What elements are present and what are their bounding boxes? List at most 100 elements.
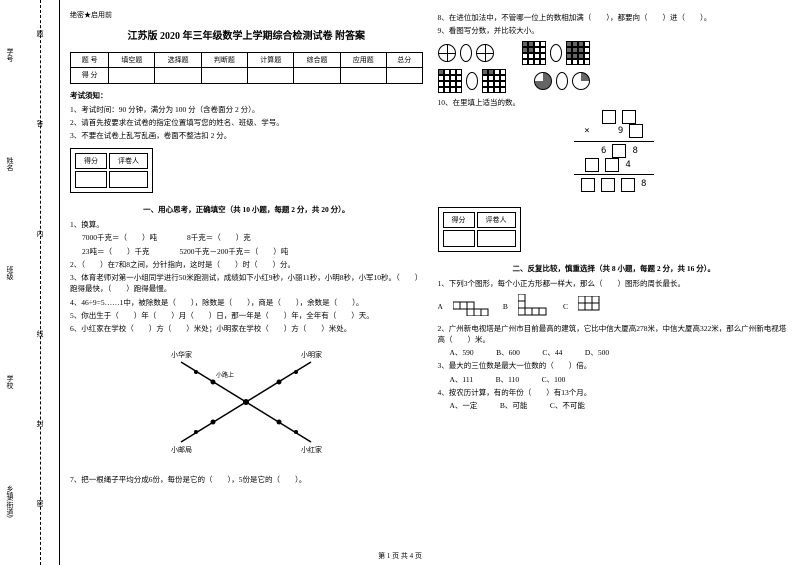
shape-c-icon — [578, 296, 603, 316]
mult-op: × — [584, 124, 589, 138]
th-4: 计算题 — [248, 52, 294, 68]
digit-box — [581, 178, 595, 192]
sb2-c2: 评卷人 — [477, 212, 516, 229]
th-1: 填空题 — [109, 52, 155, 68]
circle-icon — [476, 44, 494, 62]
th-2: 选择题 — [155, 52, 201, 68]
th-7: 总分 — [386, 52, 422, 68]
ellipse-icon — [556, 72, 568, 90]
sidebar-xingming: 姓名 — [5, 152, 15, 176]
right-column: 8、在进位加法中，不管哪一位上的数相加满（ ），都要向（ ）进（ ）。 9、看图… — [438, 10, 791, 555]
sb2-c1: 得分 — [443, 212, 475, 229]
opt-b: B — [503, 301, 508, 312]
d-6: 6 — [601, 144, 606, 158]
s2q3: 3、最大的三位数是最大一位数的（ ）倍。 — [438, 360, 791, 371]
tr-0: 得 分 — [71, 68, 109, 84]
svg-text:小红家: 小红家 — [301, 445, 322, 454]
dash-ti: 题 — [35, 30, 45, 37]
q2: 2、（ ）在7和8之间，分针指向，这时是（ ）时（ ）分。 — [70, 259, 423, 270]
dash-nei: 内 — [35, 230, 45, 237]
svg-text:小路上: 小路上 — [216, 371, 234, 379]
binding-sidebar: 学号 姓名 班级 学校 乡镇(街道) 题 答 内 线 封 密 — [0, 0, 60, 565]
digit-box — [602, 110, 616, 124]
dash-da: 答 — [35, 120, 45, 127]
section2-header: 二、反复比较，慎重选择（共 8 小题，每题 2 分，共 16 分）。 — [438, 263, 791, 274]
fraction-row-2 — [438, 69, 791, 93]
d-8: 8 — [632, 144, 637, 158]
q5: 5、你出生于（ ）年（ ）月（ ）日，那一年是（ ）年，全年有（ ）天。 — [70, 310, 423, 321]
s2q1: 1、下列3个图形，每个小正方形都一样大，那么（ ）图形的周长最长。 — [438, 278, 791, 289]
d-4: 4 — [625, 158, 630, 172]
scorebox-2: 得分评卷人 — [438, 207, 521, 252]
digit-box — [585, 158, 599, 172]
q6: 6、小红家在学校（ ）方（ ）米处；小明家在学校（ ）方（ ）米处。 — [70, 323, 423, 334]
dash-mi: 密 — [35, 500, 45, 507]
q10: 10、在里填上适当的数。 — [438, 97, 791, 108]
svg-text:小明家: 小明家 — [301, 350, 322, 359]
circle-icon — [438, 44, 456, 62]
q1: 1、换算。 — [70, 219, 423, 230]
sb-c2: 评卷人 — [109, 153, 148, 170]
grid-icon — [482, 69, 506, 93]
opt-a: A — [438, 301, 443, 312]
digit-box — [622, 110, 636, 124]
pie-icon — [572, 72, 590, 90]
s2q4: 4、按农历计算，有的年份（ ）有13个月。 — [438, 387, 791, 398]
s2q2: 2、广州新电视塔是广州市目前最高的建筑，它比中信大厦高278米，中信大厦高322… — [438, 323, 791, 346]
sidebar-banji: 班级 — [5, 261, 15, 285]
d-8b: 8 — [641, 177, 646, 191]
secret-label: 绝密★启用前 — [70, 10, 423, 21]
score-table: 题 号 填空题 选择题 判断题 计算题 综合题 应用题 总分 得 分 — [70, 52, 423, 84]
instructions-title: 考试须知： — [70, 90, 423, 101]
q9: 9、看图写分数，并比较大小。 — [438, 25, 791, 36]
dash-feng: 封 — [35, 420, 45, 427]
left-column: 绝密★启用前 江苏版 2020 年三年级数学上学期综合检测试卷 附答案 题 号 … — [70, 10, 423, 555]
digit-box — [612, 144, 626, 158]
fraction-row-1 — [438, 41, 791, 65]
shape-a-icon — [453, 296, 493, 316]
s2q2opts: A、590 B、600 C、44 D、500 — [438, 347, 791, 358]
sidebar-xuehao: 学号 — [5, 43, 15, 67]
th-0: 题 号 — [71, 52, 109, 68]
page-footer: 第 1 页 共 4 页 — [0, 551, 800, 561]
s2q3opts: A、111 B、110 C、100 — [438, 374, 791, 385]
instr-3: 3、不要在试卷上乱写乱画，卷面不整洁扣 2 分。 — [70, 130, 423, 141]
sb-c1: 得分 — [75, 153, 107, 170]
th-3: 判断题 — [201, 52, 247, 68]
sidebar-xiangzhen: 乡镇(街道) — [5, 480, 15, 523]
q8: 8、在进位加法中，不管哪一位上的数相加满（ ），都要向（ ）进（ ）。 — [438, 12, 791, 23]
digit-box — [605, 158, 619, 172]
section1-header: 一、用心思考，正确填空（共 10 小题，每题 2 分，共 20 分）。 — [70, 204, 423, 215]
q4: 4、46÷9=5……1中，被除数是（ ），除数是（ ），商是（ ），余数是（ ）… — [70, 297, 423, 308]
q1a: 7000千克＝（ ）吨 8千克＝（ ）克 — [70, 232, 423, 243]
opt-c: C — [563, 301, 568, 312]
th-5: 综合题 — [294, 52, 340, 68]
th-6: 应用题 — [340, 52, 386, 68]
q1b: 23吨＝（ ）千克 5200千克－200千克＝（ ）吨 — [70, 246, 423, 257]
q7: 7、把一根绳子平均分成6份，每份是它的（ ），5份是它的（ ）。 — [70, 474, 423, 485]
dash-xian: 线 — [35, 330, 45, 337]
s2q4opts: A、一定 B、可能 C、不可能 — [438, 400, 791, 411]
ellipse-icon — [460, 44, 472, 62]
sidebar-xuexiao: 学校 — [5, 370, 15, 394]
grid-icon — [522, 41, 546, 65]
ellipse-icon — [466, 72, 478, 90]
digit-box — [621, 178, 635, 192]
ellipse-icon — [550, 44, 562, 62]
exam-title: 江苏版 2020 年三年级数学上学期综合检测试卷 附答案 — [70, 29, 423, 44]
scorebox-1: 得分评卷人 — [70, 148, 153, 193]
instr-1: 1、考试时间：90 分钟，满分为 100 分（含卷面分 2 分）。 — [70, 104, 423, 115]
svg-text:小邮局: 小邮局 — [171, 445, 192, 454]
grid-icon — [438, 69, 462, 93]
svg-text:小华家: 小华家 — [171, 350, 192, 359]
pie-icon — [534, 72, 552, 90]
instr-2: 2、请首先按要求在试卷的指定位置填写您的姓名、班级、学号。 — [70, 117, 423, 128]
shape-b-icon — [518, 294, 553, 319]
digit-box — [601, 178, 615, 192]
seal-line — [40, 0, 41, 565]
digit-box — [629, 124, 643, 138]
direction-diagram: 小华家 小明家 小邮局 小红家 小路上 — [70, 342, 423, 465]
mult-9: 9 — [618, 124, 623, 138]
multiplication-layout: × 9 6 8 4 8 — [438, 110, 791, 192]
shape-options: A B C — [438, 294, 791, 319]
